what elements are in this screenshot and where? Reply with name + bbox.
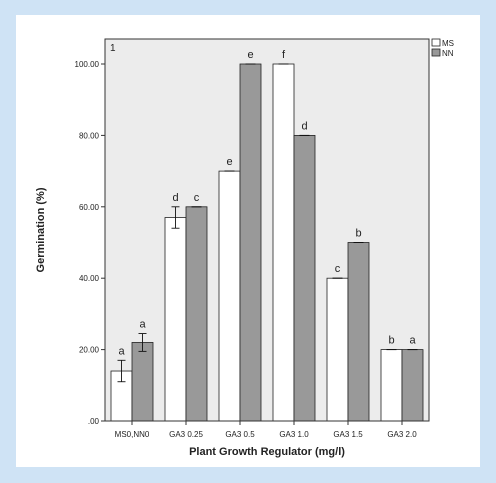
bar-nn [185,206,208,422]
bar-chart: a a d c e e f d c b b a .00 20.00 40.00 60.00 80.00 100.… [35,38,454,458]
y-tick-label: 60.00 [79,203,100,212]
legend-label-nn: NN [442,49,454,58]
legend-swatch-ms [431,38,441,47]
x-tick-label: GA3 0.25 [169,430,203,439]
x-tick-label: GA3 1.0 [279,430,309,439]
significance-letter-ms: f [282,49,286,61]
x-axis-title: Plant Growth Regulator (mg/l) [189,446,345,458]
bar-ms [164,217,187,422]
significance-letter-ms: d [172,192,178,204]
plot-border [104,38,430,422]
bar-ms [380,349,403,422]
bar-nn [347,242,370,422]
x-tick-label: GA3 0.5 [225,430,255,439]
x-tick-label: GA3 2.0 [387,430,417,439]
bar-nn [131,342,154,422]
significance-letter-nn: a [409,335,416,347]
bar-nn [239,63,262,422]
bar-ms [326,277,349,422]
bar-ms [272,63,295,422]
bar-nn [293,135,316,422]
x-tick-label: MS0,NN0 [115,430,150,439]
significance-letter-ms: a [118,345,125,357]
y-tick-label: 40.00 [79,274,100,283]
y-tick-label: 80.00 [79,131,100,140]
y-axis-title: Germination (%) [35,187,47,272]
bar-ms [218,170,241,422]
y-tick-label: 100.00 [75,60,100,69]
y-tick-label: .00 [88,417,100,426]
legend-label-ms: MS [442,39,454,48]
significance-letter-nn: b [355,228,361,240]
legend: MS NN [431,38,454,58]
figure-card: a a d c e e f d c b b a .00 20.00 40.00 60.00 80.00 100.… [16,15,480,467]
significance-letter-nn: a [139,319,146,331]
y-tick-label: 20.00 [79,346,100,355]
significance-letter-nn: c [194,192,200,204]
legend-swatch-nn [431,48,441,57]
significance-letter-ms: e [226,156,232,168]
panel-label: 1 [110,43,116,54]
significance-letter-nn: e [247,49,253,61]
significance-letter-ms: b [388,335,394,347]
significance-letter-nn: d [301,120,307,132]
bar-nn [401,349,424,422]
x-tick-label: GA3 1.5 [333,430,363,439]
significance-letter-ms: c [335,263,341,275]
plot-background [105,39,429,421]
